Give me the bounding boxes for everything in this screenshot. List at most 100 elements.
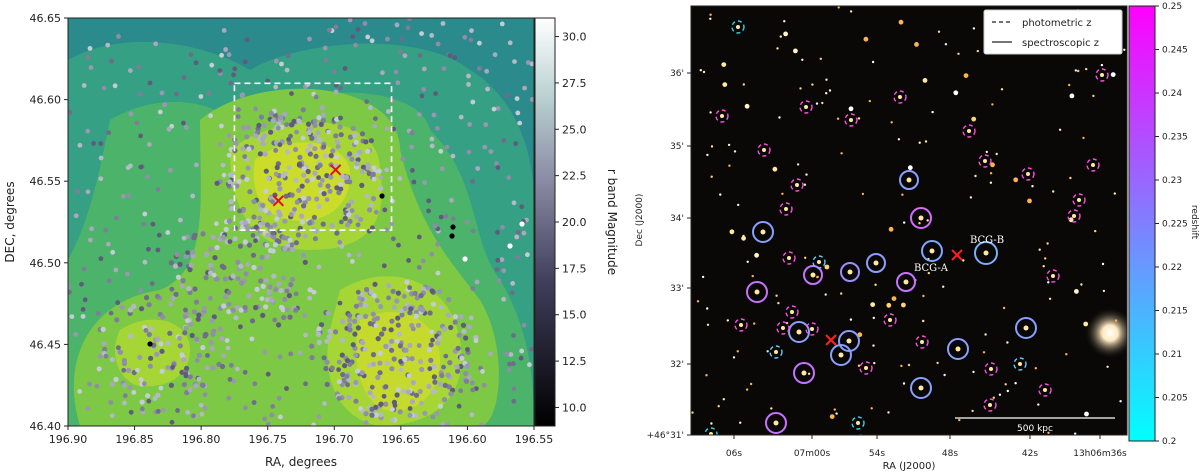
galaxy-point xyxy=(421,87,427,92)
galaxy-core xyxy=(988,403,992,407)
galaxy-point xyxy=(270,199,275,205)
galaxy-point xyxy=(73,213,79,219)
galaxy-point xyxy=(260,136,266,142)
galaxy-point xyxy=(334,154,340,160)
member-circles xyxy=(704,20,1109,435)
spectroscopic-member xyxy=(838,330,860,352)
galaxy-point xyxy=(325,310,331,316)
spectroscopic-member xyxy=(752,221,774,243)
galaxy-point xyxy=(324,359,330,365)
galaxy-point xyxy=(259,255,265,260)
galaxy-point xyxy=(470,387,476,393)
galaxy-point xyxy=(208,246,214,252)
galaxy-point xyxy=(281,314,287,321)
galaxy-point xyxy=(474,279,480,285)
galaxy-point xyxy=(445,372,451,378)
galaxy-point xyxy=(373,412,379,418)
galaxy-point xyxy=(285,53,291,58)
photometric-member xyxy=(731,20,745,34)
galaxy-point xyxy=(239,280,245,286)
galaxy-point xyxy=(200,231,206,237)
galaxy-point xyxy=(265,371,271,377)
galaxy-point xyxy=(183,253,189,260)
galaxy-point xyxy=(122,393,128,399)
galaxy-point xyxy=(266,289,272,295)
field-source xyxy=(1038,248,1041,251)
field-source xyxy=(1069,93,1075,99)
galaxy-point xyxy=(221,353,227,358)
galaxy-point xyxy=(165,230,171,235)
galaxy-point xyxy=(167,330,173,336)
galaxy-point xyxy=(409,130,415,136)
field-source xyxy=(840,292,843,295)
galaxy-point xyxy=(297,350,303,356)
galaxy-point xyxy=(127,163,133,169)
y-tick-label: 46.55 xyxy=(30,175,62,188)
galaxy-point xyxy=(448,324,454,331)
galaxy-point xyxy=(370,171,376,177)
galaxy-point xyxy=(368,105,373,111)
galaxy-point xyxy=(246,293,252,299)
galaxy-point xyxy=(227,239,233,245)
galaxy-point xyxy=(259,296,265,301)
field-source xyxy=(1037,403,1040,406)
field-source xyxy=(963,73,969,78)
galaxy-point xyxy=(282,246,288,252)
photometric-member xyxy=(1046,269,1060,283)
galaxy-point xyxy=(203,331,209,338)
field-source xyxy=(1006,389,1009,393)
field-source xyxy=(937,30,941,33)
galaxy-point xyxy=(193,299,200,305)
galaxy-point xyxy=(262,349,268,355)
x-tick-label: 06s xyxy=(726,449,742,459)
field-source xyxy=(807,372,811,375)
galaxy-point xyxy=(82,297,88,303)
galaxy-point xyxy=(463,335,469,341)
galaxy-point xyxy=(301,195,307,201)
field-source xyxy=(922,319,925,323)
galaxy-point xyxy=(288,282,294,288)
galaxy-point xyxy=(311,289,317,295)
galaxy-point xyxy=(263,188,269,194)
galaxy-point xyxy=(394,392,400,398)
field-source xyxy=(726,319,729,322)
galaxy-point xyxy=(115,300,121,306)
colorbar-tick-label: 0.25 xyxy=(1162,2,1182,12)
left-panel: 196.90 196.85 196.80 196.75 196.70 196.65 196.… xyxy=(3,12,553,469)
field-source xyxy=(1047,431,1050,434)
x-axis-label: RA (J2000) xyxy=(883,461,936,472)
field-source xyxy=(840,152,843,155)
galaxy-core xyxy=(810,272,816,278)
galaxy-point xyxy=(183,371,189,377)
galaxy-point xyxy=(278,115,284,121)
galaxy-point xyxy=(264,242,270,248)
galaxy-point xyxy=(458,314,464,320)
field-source xyxy=(1085,67,1088,71)
galaxy-point xyxy=(429,33,435,38)
galaxy-core xyxy=(983,159,987,163)
galaxy-point xyxy=(279,61,284,67)
galaxy-point xyxy=(349,199,355,205)
galaxy-point xyxy=(344,178,350,185)
galaxy-point xyxy=(243,220,248,225)
galaxy-point xyxy=(461,328,467,334)
galaxy-point xyxy=(506,175,512,181)
galaxy-point xyxy=(473,338,479,344)
galaxy-core xyxy=(967,129,971,133)
galaxy-point xyxy=(438,304,444,310)
galaxy-point xyxy=(98,155,104,161)
galaxy-point xyxy=(350,342,356,348)
galaxy-point xyxy=(428,342,434,348)
galaxy-point xyxy=(440,421,445,426)
galaxy-point xyxy=(98,176,104,182)
galaxy-point xyxy=(519,348,525,354)
galaxy-point xyxy=(435,270,441,276)
galaxy-point xyxy=(395,315,401,321)
galaxy-point xyxy=(431,388,437,394)
galaxy-point xyxy=(417,306,423,312)
galaxy-point xyxy=(390,417,395,423)
galaxy-point xyxy=(181,357,187,363)
galaxy-point xyxy=(175,274,181,280)
bcg-a-label: BCG-A xyxy=(914,263,949,274)
galaxy-point xyxy=(406,373,412,379)
